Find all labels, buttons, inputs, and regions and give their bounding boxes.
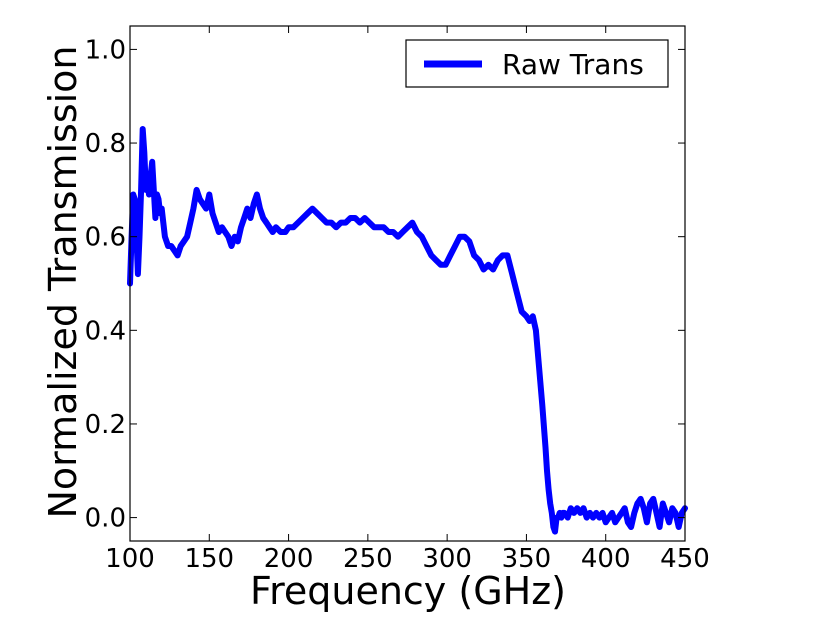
y-tick-label: 0.8	[85, 129, 126, 159]
y-tick-label: 1.0	[85, 35, 126, 65]
x-axis-ticks: 100 150 200 250 300 350 400 450	[105, 26, 710, 574]
series-line-0	[127, 126, 688, 535]
x-tick-label: 200	[264, 544, 314, 574]
x-tick-label: 350	[502, 544, 552, 574]
y-tick-label: 0.4	[85, 316, 126, 346]
y-tick-label: 0.6	[85, 223, 126, 253]
y-axis-ticks: 0.0 0.2 0.4 0.6 0.8 1.0	[85, 35, 685, 534]
legend: Raw Trans	[405, 39, 669, 88]
x-tick-label: 100	[105, 544, 155, 574]
x-tick-label: 250	[343, 544, 393, 574]
legend-label: Raw Trans	[502, 48, 644, 81]
plot-frame	[129, 25, 686, 542]
x-axis-title: Frequency (GHz)	[250, 569, 566, 613]
y-tick-label: 0.0	[85, 504, 126, 534]
x-tick-label: 400	[581, 544, 631, 574]
y-tick-label: 0.2	[85, 410, 126, 440]
x-tick-label: 150	[184, 544, 234, 574]
x-tick-label: 450	[660, 544, 710, 574]
plot-series	[127, 126, 688, 535]
x-tick-label: 300	[422, 544, 472, 574]
y-axis-title: Normalized Transmission	[41, 45, 85, 518]
